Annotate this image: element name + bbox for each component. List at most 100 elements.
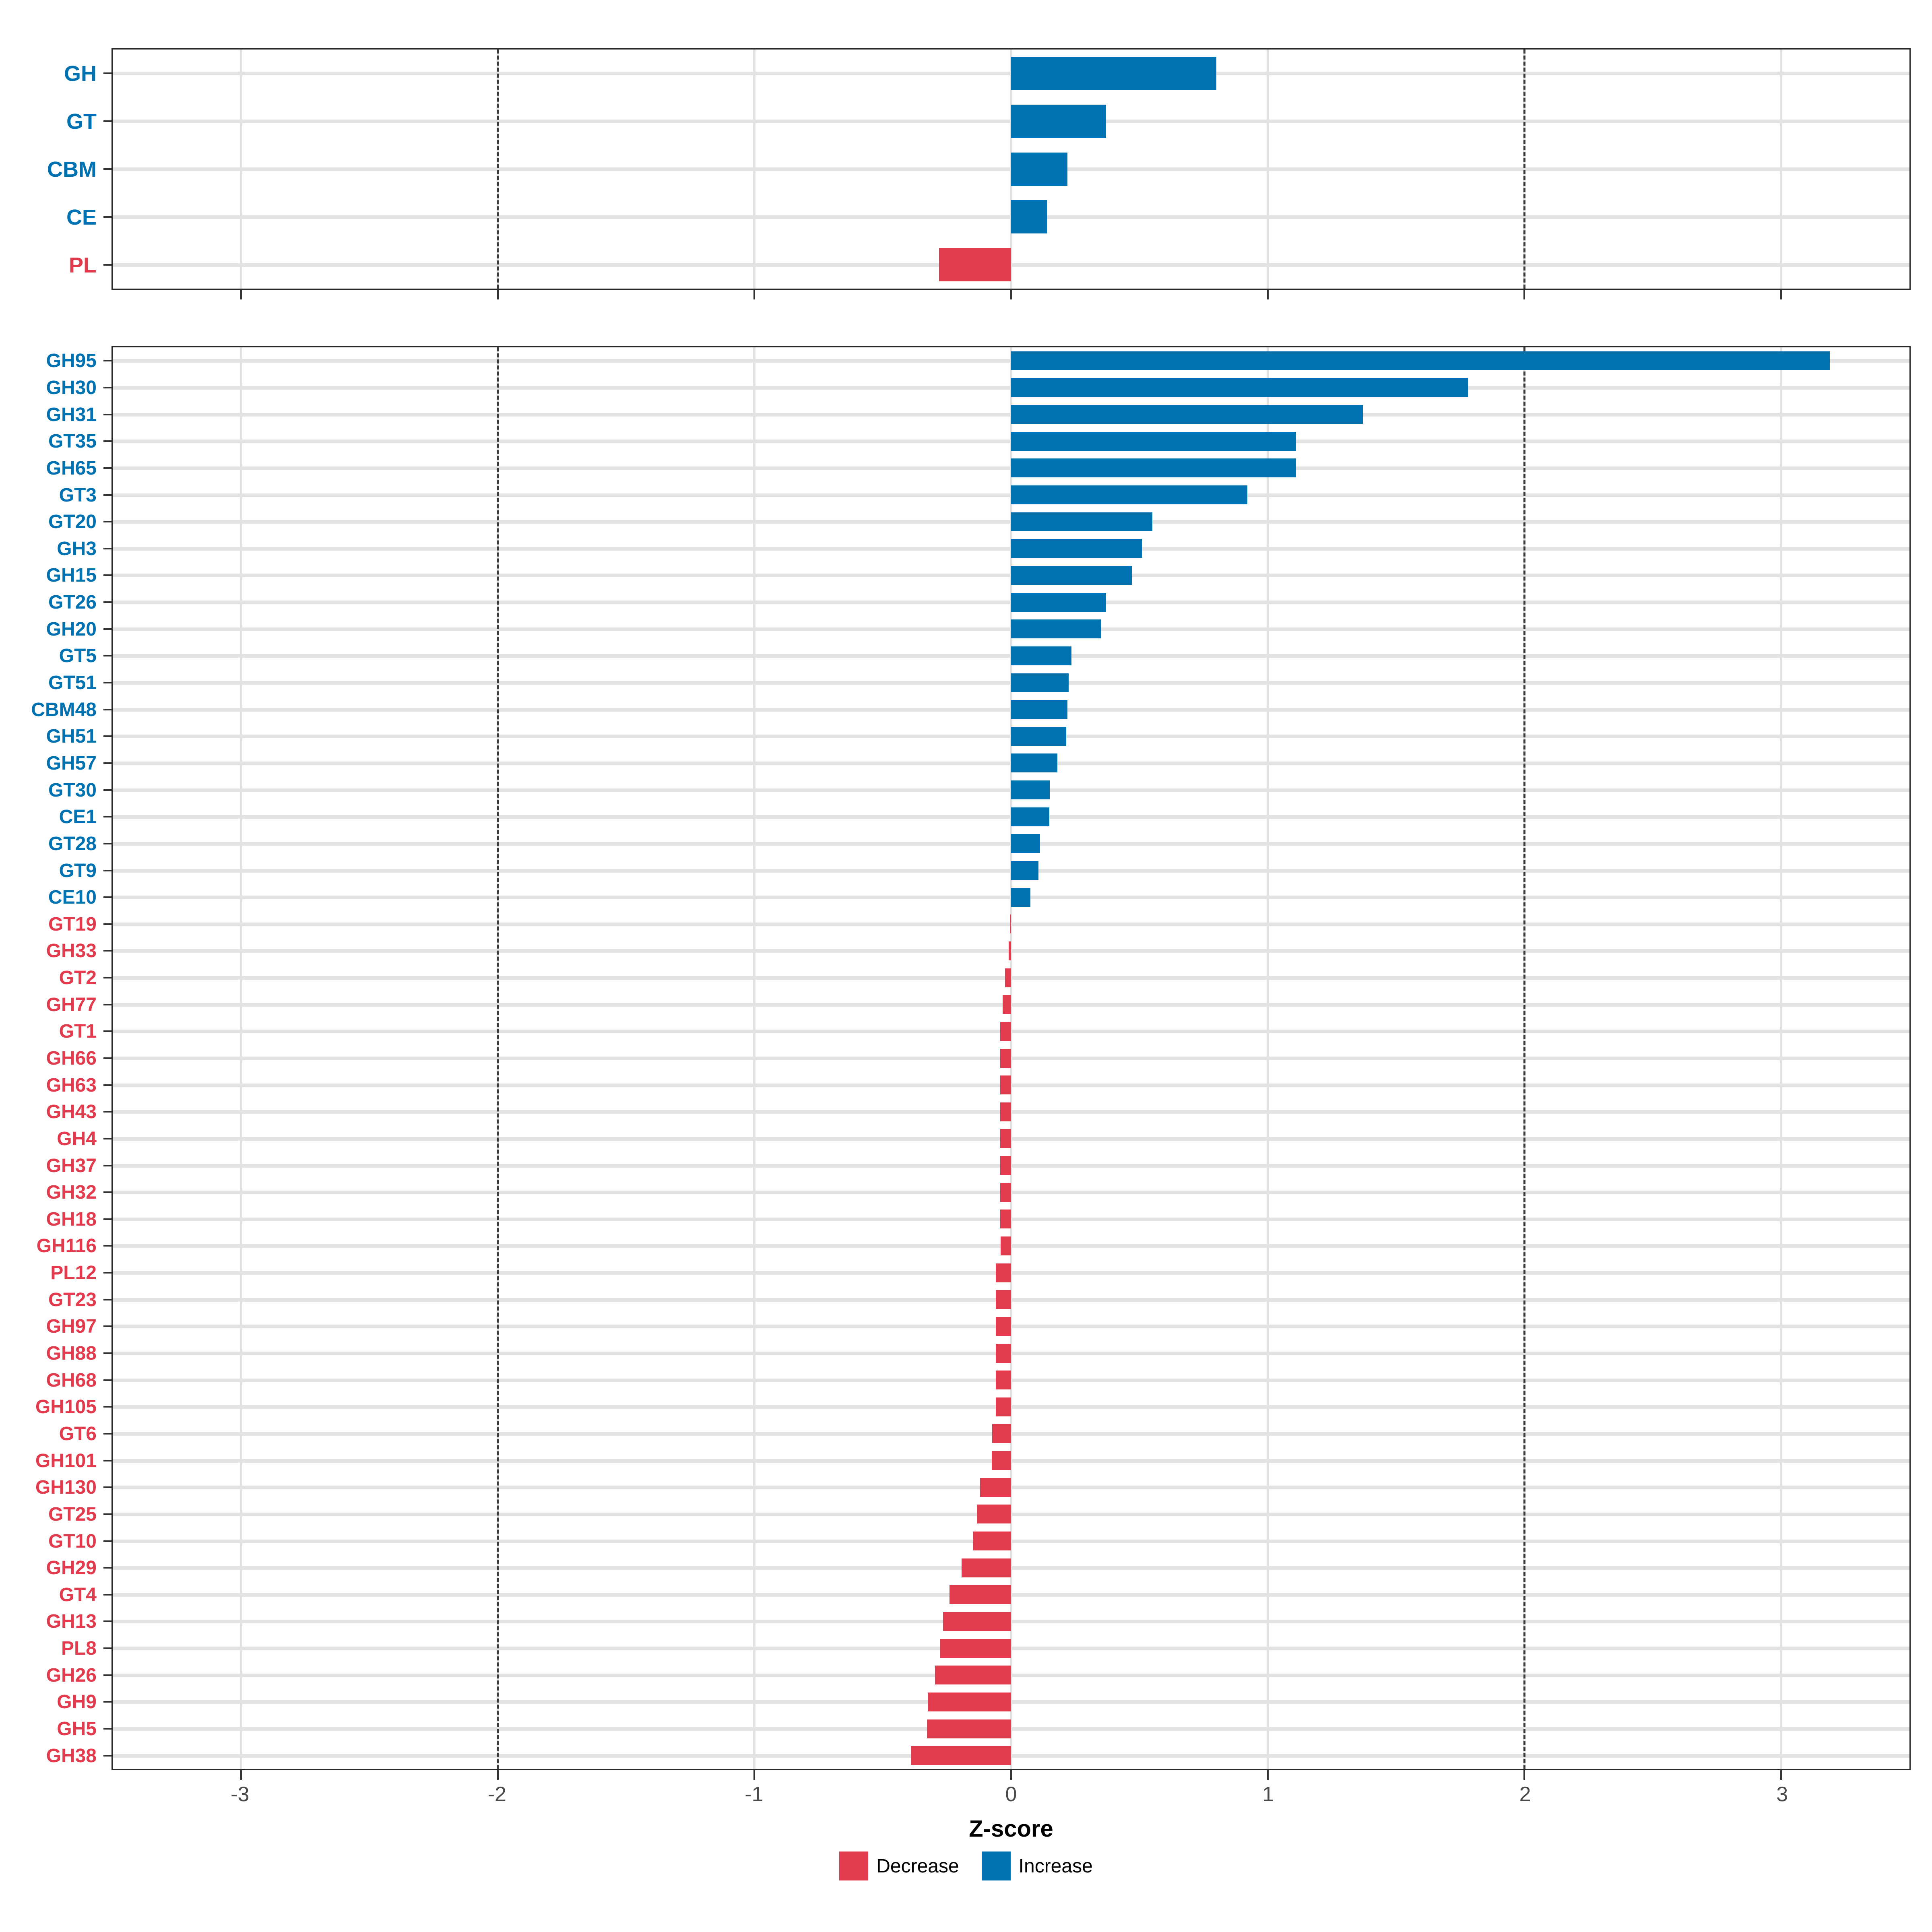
bar [961, 1558, 1011, 1577]
category-label: GT28 [48, 833, 97, 855]
y-axis-tick [103, 467, 111, 469]
category-label: GH77 [46, 994, 97, 1016]
y-axis-tick [103, 494, 111, 496]
y-gridline [113, 1083, 1909, 1087]
x-axis-tick [1267, 1770, 1269, 1780]
bar [992, 1451, 1011, 1470]
category-label: GT30 [48, 779, 97, 801]
bar [1000, 1210, 1011, 1229]
y-axis-tick [103, 1513, 111, 1515]
category-label: GT5 [59, 645, 97, 667]
category-label: GH68 [46, 1369, 97, 1391]
y-axis-tick [103, 168, 111, 170]
y-axis-tick [103, 923, 111, 925]
x-tick-label: 2 [1519, 1783, 1531, 1806]
category-label: CE1 [59, 806, 97, 828]
y-axis-tick [103, 1057, 111, 1059]
y-gridline [113, 1271, 1909, 1275]
y-axis-tick [103, 1674, 111, 1676]
bar [935, 1666, 1011, 1685]
y-gridline [113, 1620, 1909, 1624]
category-label: GH29 [46, 1557, 97, 1579]
x-axis-tick [240, 290, 242, 299]
bar [1011, 753, 1057, 773]
bar [996, 1290, 1011, 1309]
category-label: GH15 [46, 565, 97, 586]
y-axis-tick [103, 1298, 111, 1300]
y-axis-tick [103, 1486, 111, 1488]
category-label: GT3 [59, 484, 97, 506]
y-axis-tick [103, 816, 111, 818]
bar [1000, 1129, 1011, 1148]
category-label: GH66 [46, 1048, 97, 1069]
category-label: GH30 [46, 377, 97, 398]
x-tick-label: 3 [1776, 1783, 1788, 1806]
bar [1005, 968, 1011, 987]
y-gridline [113, 1727, 1909, 1731]
x-axis: -3 -2 -1 0 1 2 3 [111, 1770, 1911, 1818]
category-label: CBM [47, 157, 97, 182]
bar [1011, 512, 1152, 531]
y-gridline [113, 1352, 1909, 1356]
bar [1011, 431, 1296, 451]
bar [1000, 1183, 1011, 1202]
y-axis-tick [103, 1325, 111, 1327]
bar [1011, 673, 1069, 692]
x-tick-label: 0 [1005, 1783, 1017, 1806]
bar [1011, 351, 1830, 370]
y-gridline [113, 1057, 1909, 1060]
x-axis-tick [497, 1770, 499, 1780]
y-axis-tick [103, 896, 111, 898]
category-label: GH4 [57, 1128, 97, 1150]
bar [1000, 1075, 1011, 1095]
y-gridline [113, 1754, 1909, 1758]
bar [939, 248, 1011, 282]
y-gridline [113, 1647, 1909, 1651]
bar [1011, 152, 1068, 186]
y-axis-tick [103, 1432, 111, 1435]
bar [980, 1478, 1011, 1497]
x-axis-tick [1523, 1770, 1525, 1780]
y-axis-tick [103, 1272, 111, 1274]
bar [1011, 700, 1068, 719]
y-axis-tick [103, 1701, 111, 1703]
y-axis-tick [103, 1164, 111, 1166]
y-gridline [113, 976, 1909, 980]
category-label: GH9 [57, 1691, 97, 1713]
category-label: CE [66, 205, 97, 229]
y-axis-tick [103, 360, 111, 362]
bar [1011, 619, 1101, 639]
bar [1000, 1022, 1011, 1041]
y-gridline [113, 263, 1909, 267]
category-label: GT51 [48, 672, 97, 694]
bar [973, 1532, 1011, 1551]
y-gridline [113, 1164, 1909, 1168]
bar [1011, 485, 1247, 505]
x-axis-tick [1267, 290, 1269, 299]
legend-item-increase: Increase [981, 1852, 1093, 1880]
y-axis-tick [103, 72, 111, 74]
category-label: GH18 [46, 1208, 97, 1230]
x-axis-title: Z-score [969, 1816, 1053, 1842]
category-label: GH5 [57, 1718, 97, 1740]
y-gridline [113, 1325, 1909, 1329]
category-label: GH32 [46, 1182, 97, 1203]
x-axis-tick [1010, 290, 1012, 299]
x-axis-tick [753, 1770, 755, 1780]
y-gridline [113, 1566, 1909, 1570]
category-label: PL [68, 253, 97, 277]
bar [911, 1746, 1011, 1765]
y-axis-tick [103, 521, 111, 523]
dashed-reference-line [497, 347, 499, 1769]
y-axis-tick [103, 655, 111, 657]
bar [1009, 914, 1011, 934]
category-label: GT19 [48, 913, 97, 935]
category-label: GH95 [46, 350, 97, 372]
y-axis-tick [103, 628, 111, 630]
y-axis-tick [103, 1567, 111, 1569]
bar [1011, 646, 1071, 665]
y-axis-tick [103, 1593, 111, 1596]
category-label: GT1 [59, 1021, 97, 1042]
y-axis-tick [103, 842, 111, 844]
y-gridline [113, 1700, 1909, 1704]
